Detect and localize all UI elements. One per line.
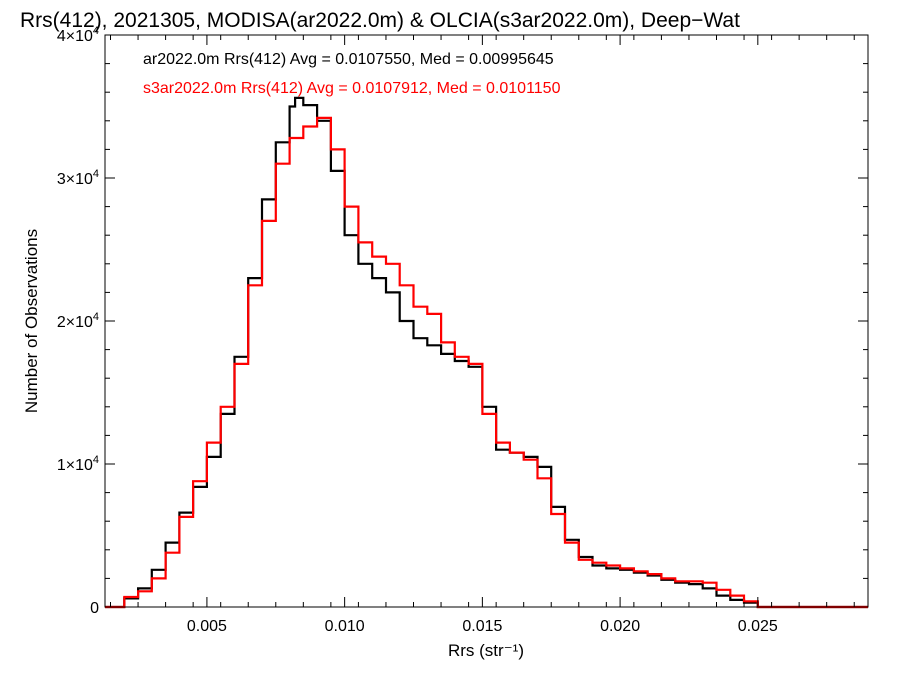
x-tick-label: 0.025 xyxy=(738,618,778,635)
x-axis-label: Rrs (str⁻¹) xyxy=(448,641,524,660)
series-line-s3ar2022.0m xyxy=(105,116,868,609)
y-tick-exponent: 4 xyxy=(93,311,99,323)
plot-area: 0.005 0.010 0.015 0.020 0.025 0 1×104 2×104 3×10… xyxy=(57,25,869,635)
y-tick-label: 3×104 xyxy=(57,168,99,188)
y-tick-label: 4×104 xyxy=(57,25,99,45)
annotation-ar2022: ar2022.0m Rrs(412) Avg = 0.0107550, Med … xyxy=(143,51,554,68)
y-tick-label: 0 xyxy=(90,600,99,617)
plot-frame xyxy=(104,34,869,608)
x-tick-label: 0.010 xyxy=(325,618,365,635)
y-tick-label: 2×104 xyxy=(57,311,99,331)
y-tick-exponent: 4 xyxy=(93,454,99,466)
annotation-s3ar2022: s3ar2022.0m Rrs(412) Avg = 0.0107912, Me… xyxy=(143,80,561,97)
x-tick-label: 0.020 xyxy=(600,618,640,635)
y-tick-label: 1×104 xyxy=(57,454,99,474)
chart-title: Rrs(412), 2021305, MODISA(ar2022.0m) & O… xyxy=(20,9,740,32)
series-line-ar2022.0m xyxy=(105,96,868,609)
x-tick-label: 0.005 xyxy=(187,618,227,635)
x-tick-label: 0.015 xyxy=(462,618,502,635)
y-tick-exponent: 4 xyxy=(93,168,99,180)
y-axis-label: Number of Observations xyxy=(22,229,41,413)
y-tick-exponent: 4 xyxy=(93,25,99,37)
